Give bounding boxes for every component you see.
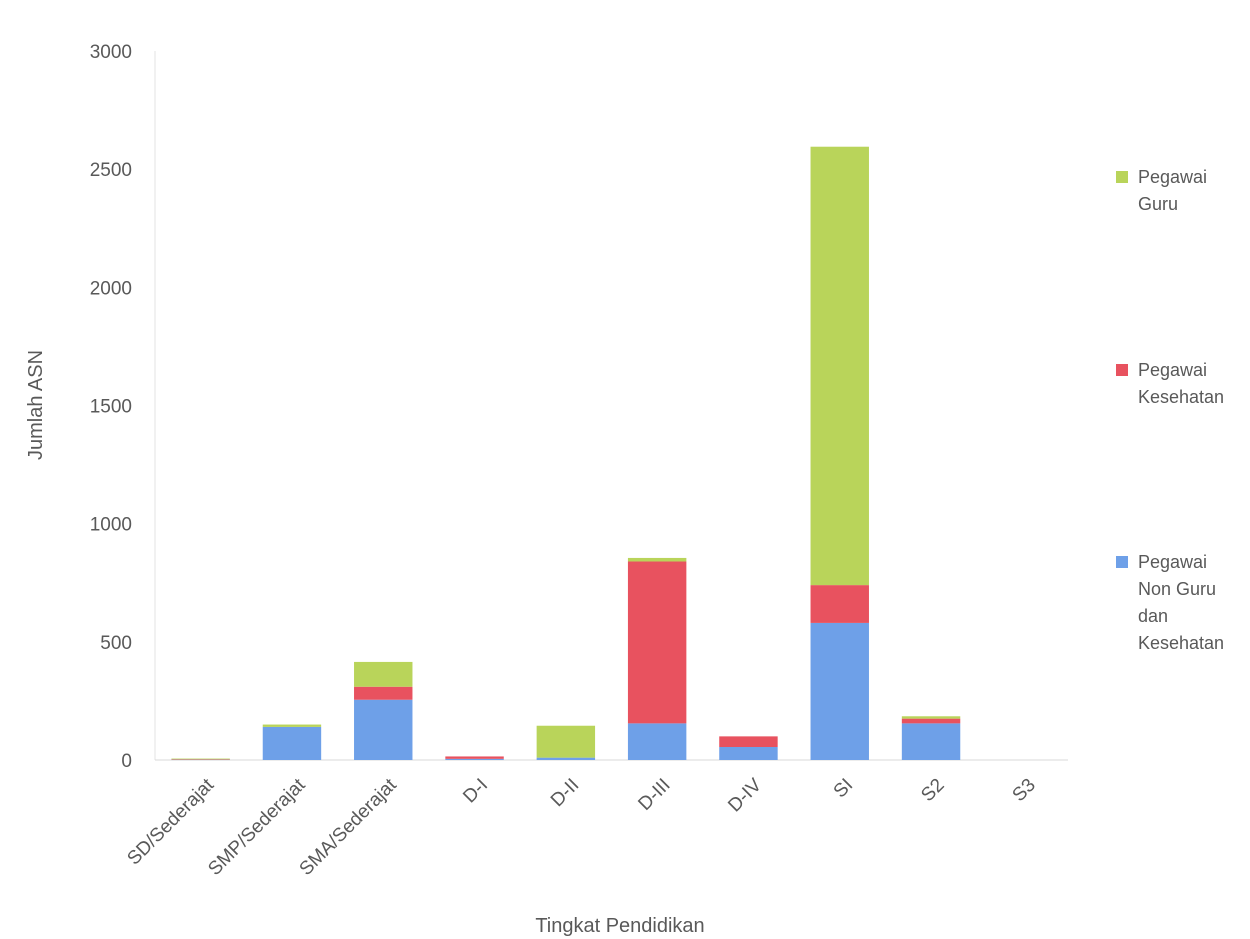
bar-segment-guru	[627, 557, 687, 562]
legend-item: Pegawai Non Guru dan Kesehatan	[1116, 552, 1224, 653]
legend-swatch	[1116, 364, 1128, 376]
y-axis: 0 500 1000 1500 2000 2500 3000	[90, 42, 156, 772]
bar-segment-guru	[354, 661, 413, 687]
legend-label: dan	[1138, 606, 1168, 626]
bar-segment-kesehatan	[354, 686, 413, 700]
legend-label: Pegawai	[1138, 360, 1207, 380]
bar-segment-guru	[536, 725, 596, 758]
x-tick-label: D-I	[459, 775, 492, 808]
bar-segment-non-guru	[354, 699, 413, 760]
y-tick-label: 0	[121, 751, 132, 772]
x-tick-label: D-IV	[724, 774, 766, 816]
y-tick-label: 1500	[90, 397, 132, 418]
bar-segment-guru	[171, 758, 230, 760]
y-tick-label: 3000	[90, 42, 132, 63]
legend: Pegawai Guru Pegawai Kesehatan Pegawai Non Gu…	[1116, 167, 1224, 653]
legend-item: Pegawai Kesehatan	[1116, 360, 1224, 407]
bar-segment-non-guru	[901, 723, 961, 760]
bar-segment-kesehatan	[719, 736, 778, 748]
bar-segment-non-guru	[536, 757, 596, 760]
legend-label: Non Guru	[1138, 579, 1216, 599]
bar-segment-guru	[901, 716, 961, 719]
y-tick-label: 1000	[90, 515, 132, 536]
bar-segment-kesehatan	[901, 718, 961, 724]
x-axis-title: Tingkat Pendidikan	[535, 915, 704, 937]
x-tick-label: SMA/Sederajat	[296, 774, 402, 880]
x-tick-label: SI	[830, 775, 858, 803]
bar-segment-guru	[262, 724, 322, 727]
bar-segment-kesehatan	[627, 561, 687, 724]
bar-segment-non-guru	[445, 758, 504, 760]
x-tick-label: SD/Sederajat	[123, 774, 218, 869]
legend-swatch	[1116, 556, 1128, 568]
legend-label: Pegawai	[1138, 167, 1207, 187]
bar-segment-kesehatan	[171, 759, 230, 760]
x-tick-label: S3	[1009, 775, 1040, 806]
y-tick-label: 2000	[90, 278, 132, 299]
legend-label: Pegawai	[1138, 552, 1207, 572]
x-tick-label: D-III	[634, 775, 674, 815]
bars	[171, 146, 961, 761]
bar-segment-guru	[810, 146, 869, 586]
bar-segment-kesehatan	[810, 585, 869, 623]
bar-segment-kesehatan	[445, 756, 504, 759]
x-tick-label: S2	[917, 775, 948, 806]
legend-label: Kesehatan	[1138, 633, 1224, 653]
y-tick-label: 500	[100, 633, 132, 654]
x-tick-label: D-II	[547, 775, 583, 811]
bar-segment-non-guru	[627, 723, 687, 760]
bar-segment-non-guru	[810, 622, 869, 760]
bar-segment-non-guru	[719, 747, 778, 760]
y-tick-label: 2500	[90, 160, 132, 181]
legend-item: Pegawai Guru	[1116, 167, 1207, 214]
x-tick-label: SMP/Sederajat	[204, 774, 310, 880]
bar-segment-non-guru	[262, 726, 322, 760]
y-axis-title: Jumlah ASN	[25, 350, 47, 460]
legend-label: Kesehatan	[1138, 387, 1224, 407]
legend-swatch	[1116, 171, 1128, 183]
legend-label: Guru	[1138, 194, 1178, 214]
